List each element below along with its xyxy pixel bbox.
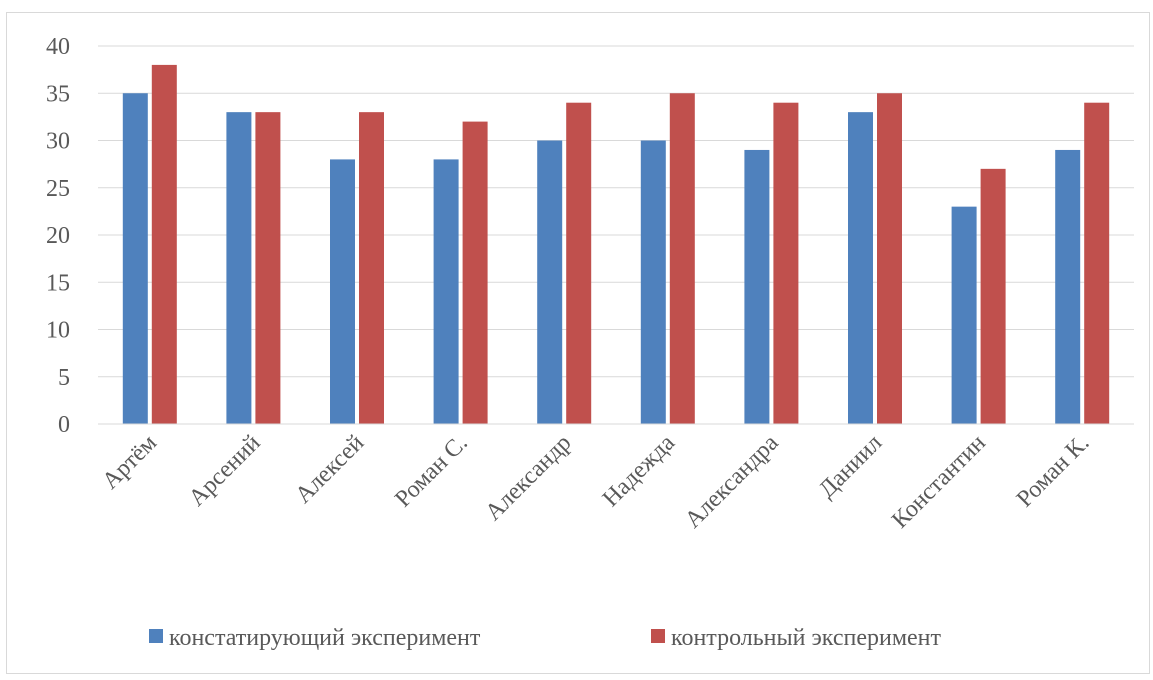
bar-constating-6 <box>744 149 770 424</box>
bar-control-7 <box>877 93 902 424</box>
legend-swatch-control <box>651 629 665 643</box>
bar-control-9 <box>1084 102 1110 424</box>
y-tick-label: 15 <box>46 270 70 296</box>
bar-constating-4 <box>537 140 563 424</box>
bar-constating-5 <box>640 140 666 424</box>
bar-control-5 <box>669 93 695 424</box>
x-axis-category-labels: Артём Арсений Алексей Роман С. Александр Наде… <box>97 430 1094 534</box>
y-tick-label: 0 <box>58 412 70 438</box>
gridlines <box>98 45 1134 378</box>
bar-constating-8 <box>951 206 977 424</box>
x-category-label: Даниил <box>814 430 887 503</box>
legend-swatch-constating <box>149 629 163 643</box>
y-tick-label: 10 <box>46 318 70 344</box>
bar-control-3 <box>462 121 488 424</box>
y-tick-label: 5 <box>58 365 70 391</box>
x-category-label: Роман К. <box>1012 430 1095 513</box>
bars <box>122 64 1110 425</box>
bar-control-6 <box>773 102 799 424</box>
x-category-label: Константин <box>887 430 991 534</box>
x-category-label: Надежда <box>598 430 680 512</box>
y-tick-label: 25 <box>46 176 70 202</box>
x-category-label: Александра <box>680 430 784 534</box>
legend-label-constating: констатирующий эксперимент <box>169 625 481 651</box>
x-category-label: Роман С. <box>390 430 473 513</box>
x-category-label: Артём <box>97 430 162 495</box>
bar-constating-2 <box>330 159 355 424</box>
bar-control-2 <box>359 112 384 425</box>
y-axis-tick-labels: 0 5 10 15 20 25 30 35 40 <box>46 34 70 438</box>
bar-control-8 <box>980 168 1006 424</box>
bar-constating-1 <box>226 112 252 425</box>
y-tick-label: 40 <box>46 34 70 60</box>
bar-control-4 <box>566 102 592 424</box>
y-tick-label: 30 <box>46 129 70 155</box>
bar-constating-9 <box>1055 149 1081 424</box>
x-category-label: Александр <box>480 430 576 526</box>
legend: констатирующий эксперимент контрольный эк… <box>149 625 942 651</box>
bar-constating-3 <box>433 159 459 424</box>
x-category-label: Алексей <box>290 430 369 509</box>
y-tick-label: 35 <box>46 81 70 107</box>
bar-constating-0 <box>122 93 148 424</box>
bar-constating-7 <box>848 112 873 425</box>
legend-label-control: контрольный эксперимент <box>671 625 942 651</box>
x-category-label: Арсений <box>184 430 266 512</box>
y-tick-label: 20 <box>46 223 70 249</box>
bar-control-0 <box>151 64 177 425</box>
bar-control-1 <box>255 112 281 425</box>
